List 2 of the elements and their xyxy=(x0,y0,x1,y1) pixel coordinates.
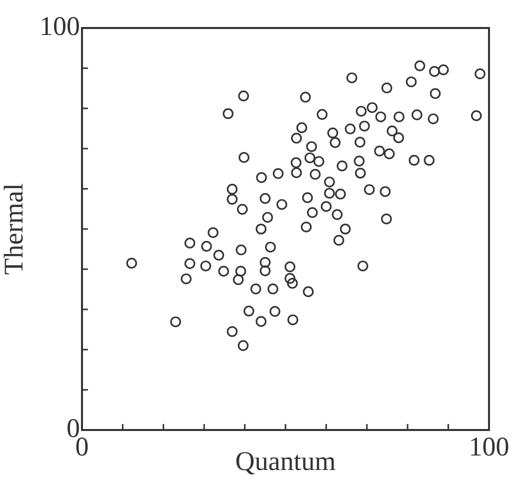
x-axis-title: Quantum xyxy=(235,446,336,476)
y-axis-title: Thermal xyxy=(0,183,28,275)
